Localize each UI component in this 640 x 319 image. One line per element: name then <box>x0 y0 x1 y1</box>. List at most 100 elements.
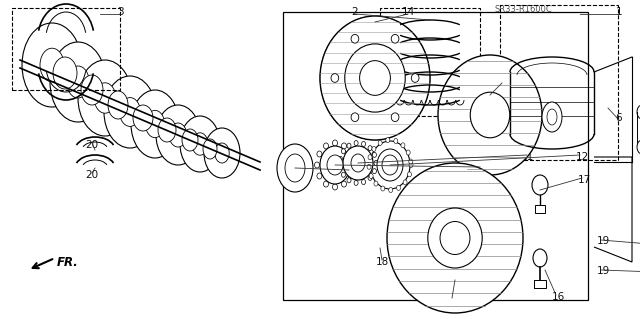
Ellipse shape <box>120 98 140 126</box>
Ellipse shape <box>409 162 413 167</box>
Ellipse shape <box>156 105 200 165</box>
Ellipse shape <box>547 109 557 125</box>
Ellipse shape <box>323 143 328 149</box>
Ellipse shape <box>372 152 376 157</box>
Ellipse shape <box>343 146 373 180</box>
Ellipse shape <box>470 92 509 138</box>
Ellipse shape <box>438 55 542 175</box>
Ellipse shape <box>368 146 372 151</box>
Ellipse shape <box>22 23 82 107</box>
Ellipse shape <box>394 138 398 144</box>
Ellipse shape <box>333 184 337 190</box>
Ellipse shape <box>331 74 339 82</box>
Ellipse shape <box>401 143 405 148</box>
Ellipse shape <box>333 140 337 146</box>
Bar <box>535 205 545 213</box>
Text: 11: 11 <box>520 152 534 162</box>
Ellipse shape <box>327 155 343 175</box>
Ellipse shape <box>67 66 89 98</box>
Text: FR.: FR. <box>57 256 79 269</box>
Ellipse shape <box>533 249 547 267</box>
Ellipse shape <box>351 154 365 172</box>
Ellipse shape <box>348 151 353 157</box>
Ellipse shape <box>542 102 562 132</box>
Ellipse shape <box>367 164 371 169</box>
Ellipse shape <box>94 83 116 113</box>
Ellipse shape <box>40 48 64 82</box>
Text: 17: 17 <box>577 175 591 185</box>
Ellipse shape <box>314 162 319 168</box>
Ellipse shape <box>360 61 390 95</box>
Ellipse shape <box>386 137 390 143</box>
Ellipse shape <box>203 139 217 159</box>
Ellipse shape <box>351 113 359 122</box>
Ellipse shape <box>388 188 393 192</box>
Ellipse shape <box>381 186 385 191</box>
Ellipse shape <box>133 105 153 131</box>
Ellipse shape <box>372 169 376 174</box>
Ellipse shape <box>391 34 399 43</box>
Ellipse shape <box>158 118 176 142</box>
Ellipse shape <box>428 208 482 268</box>
Ellipse shape <box>108 91 128 119</box>
Ellipse shape <box>180 116 220 172</box>
Text: 13: 13 <box>495 80 509 90</box>
Ellipse shape <box>408 172 412 177</box>
Ellipse shape <box>397 185 401 190</box>
Text: 19: 19 <box>596 236 610 246</box>
Bar <box>534 280 546 288</box>
Ellipse shape <box>354 180 358 185</box>
Ellipse shape <box>374 160 378 166</box>
Ellipse shape <box>532 175 548 195</box>
Ellipse shape <box>285 154 305 182</box>
Ellipse shape <box>354 141 358 145</box>
Text: 6: 6 <box>616 113 622 123</box>
Ellipse shape <box>412 74 419 82</box>
Ellipse shape <box>192 133 208 155</box>
Text: 12: 12 <box>575 152 589 162</box>
Ellipse shape <box>339 156 342 161</box>
Ellipse shape <box>387 163 523 313</box>
Ellipse shape <box>145 110 164 137</box>
Ellipse shape <box>78 60 132 136</box>
Text: 1: 1 <box>616 7 622 17</box>
Ellipse shape <box>370 141 410 189</box>
Ellipse shape <box>215 143 229 163</box>
Ellipse shape <box>368 155 372 160</box>
Ellipse shape <box>637 105 640 119</box>
Ellipse shape <box>341 149 346 154</box>
Text: 19: 19 <box>596 266 610 276</box>
Text: 14: 14 <box>401 7 415 17</box>
Text: 3: 3 <box>116 7 124 17</box>
Ellipse shape <box>323 181 328 187</box>
Ellipse shape <box>204 128 240 178</box>
Ellipse shape <box>374 181 378 186</box>
Ellipse shape <box>351 34 359 43</box>
Ellipse shape <box>372 146 376 152</box>
Ellipse shape <box>351 162 355 168</box>
Bar <box>500 5 618 160</box>
Ellipse shape <box>378 140 382 145</box>
Ellipse shape <box>182 129 198 151</box>
Ellipse shape <box>277 144 313 192</box>
Ellipse shape <box>362 142 365 146</box>
Ellipse shape <box>320 16 430 140</box>
Ellipse shape <box>104 76 156 148</box>
Text: 16: 16 <box>552 292 564 302</box>
Ellipse shape <box>342 181 346 187</box>
Ellipse shape <box>320 146 350 184</box>
Ellipse shape <box>347 143 351 148</box>
Ellipse shape <box>345 44 405 112</box>
Ellipse shape <box>341 172 346 177</box>
Text: 10: 10 <box>342 165 356 175</box>
Ellipse shape <box>348 173 353 179</box>
Ellipse shape <box>50 42 106 122</box>
Text: 15: 15 <box>445 295 459 305</box>
Text: 12: 12 <box>474 163 486 173</box>
Ellipse shape <box>369 174 373 178</box>
Ellipse shape <box>81 75 103 105</box>
Ellipse shape <box>347 178 351 183</box>
Ellipse shape <box>440 221 470 255</box>
Ellipse shape <box>131 90 179 158</box>
Ellipse shape <box>377 149 403 181</box>
